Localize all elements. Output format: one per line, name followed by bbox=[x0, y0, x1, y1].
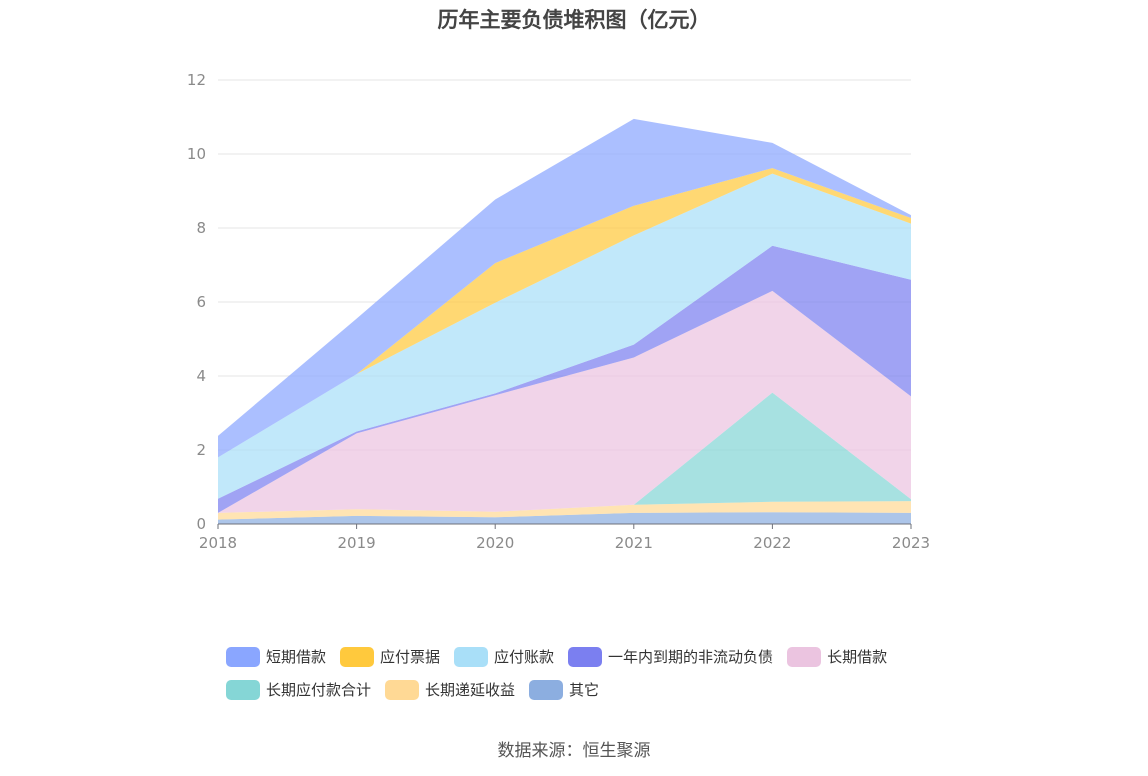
legend-label: 一年内到期的非流动负债 bbox=[608, 648, 774, 666]
legend-label: 短期借款 bbox=[266, 648, 327, 666]
legend-label: 长期递延收益 bbox=[425, 681, 516, 699]
legend-label: 应付账款 bbox=[494, 648, 555, 666]
legend-swatch bbox=[226, 646, 260, 667]
area-series bbox=[218, 118, 911, 524]
chart-title: 历年主要负债堆积图（亿元） bbox=[437, 8, 711, 32]
legend-label: 长期借款 bbox=[827, 648, 888, 666]
legend-swatch bbox=[568, 646, 603, 667]
area-series-1 bbox=[218, 501, 911, 520]
legend-swatch bbox=[340, 646, 375, 667]
y-tick-label: 2 bbox=[196, 441, 206, 459]
x-tick-label: 2018 bbox=[199, 534, 237, 552]
area-series-7 bbox=[218, 118, 911, 458]
y-tick-label: 0 bbox=[196, 515, 206, 533]
legend-row-1: 短期借款 应付票据 应付账款 一年内到期的非流动负债 长期借款 bbox=[226, 640, 946, 673]
legend-label: 长期应付款合计 bbox=[266, 681, 372, 699]
legend-swatch bbox=[454, 646, 489, 667]
legend-item[interactable]: 长期应付款合计 bbox=[226, 679, 371, 700]
area-series-5 bbox=[218, 173, 911, 499]
stacked-area-chart: 0 2 4 6 8 10 12 2018 2019 2020 2021 2022 2023 bbox=[187, 71, 930, 552]
data-source: 数据来源：恒生聚源 bbox=[497, 741, 651, 761]
y-tick-label: 12 bbox=[187, 71, 206, 89]
legend-item[interactable]: 长期借款 bbox=[787, 646, 887, 667]
axes: 0 2 4 6 8 10 12 2018 2019 2020 2021 2022 2023 bbox=[187, 71, 930, 552]
legend-swatch bbox=[787, 646, 822, 667]
legend-item[interactable]: 短期借款 bbox=[226, 646, 326, 667]
legend-label: 其它 bbox=[569, 681, 600, 699]
legend-swatch bbox=[529, 679, 564, 700]
legend-swatch bbox=[226, 679, 260, 700]
x-tick-label: 2022 bbox=[753, 534, 791, 552]
x-tick-label: 2021 bbox=[615, 534, 653, 552]
legend-item[interactable]: 一年内到期的非流动负债 bbox=[568, 646, 773, 667]
area-series-3 bbox=[218, 290, 911, 513]
x-tick-label: 2019 bbox=[338, 534, 376, 552]
area-series-0 bbox=[218, 512, 911, 524]
area-series-2 bbox=[218, 392, 911, 513]
y-tick-label: 10 bbox=[187, 145, 206, 163]
area-series-6 bbox=[218, 168, 911, 458]
legend-item[interactable]: 应付票据 bbox=[340, 646, 440, 667]
y-tick-label: 8 bbox=[196, 219, 206, 237]
area-series-4 bbox=[218, 245, 911, 513]
legend: 短期借款 应付票据 应付账款 一年内到期的非流动负债 长期借款 长期应付款合计 长期递延收… bbox=[226, 640, 946, 706]
legend-label: 应付票据 bbox=[380, 648, 441, 666]
legend-item[interactable]: 应付账款 bbox=[454, 646, 554, 667]
legend-item[interactable]: 其它 bbox=[529, 679, 599, 700]
legend-swatch bbox=[385, 679, 420, 700]
x-tick-label: 2020 bbox=[476, 534, 514, 552]
y-tick-label: 6 bbox=[196, 293, 206, 311]
legend-row-2: 长期应付款合计 长期递延收益 其它 bbox=[226, 673, 946, 706]
x-tick-label: 2023 bbox=[892, 534, 930, 552]
legend-item[interactable]: 长期递延收益 bbox=[385, 679, 515, 700]
y-tick-label: 4 bbox=[196, 367, 206, 385]
